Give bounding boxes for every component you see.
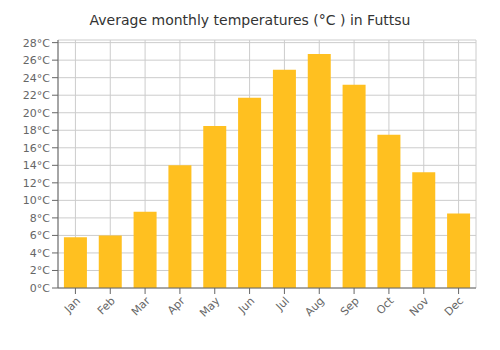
svg-text:Dec: Dec (442, 294, 466, 318)
svg-text:14°C: 14°C (23, 159, 50, 172)
svg-text:24°C: 24°C (23, 72, 50, 85)
svg-text:10°C: 10°C (23, 194, 50, 207)
svg-text:22°C: 22°C (23, 89, 50, 102)
svg-text:12°C: 12°C (23, 177, 50, 190)
svg-text:0°C: 0°C (30, 282, 50, 295)
svg-text:Aug: Aug (303, 294, 327, 318)
html-text:Average monthly temperatures (: Average monthly temperatures (°C ) in Fu… (89, 12, 411, 28)
svg-text:Mar: Mar (129, 294, 153, 318)
svg-text:Jun: Jun (235, 294, 257, 316)
svg-text:28°C: 28°C (23, 37, 50, 50)
svg-text:Sep: Sep (338, 294, 362, 318)
svg-text:May: May (197, 294, 223, 320)
svg-text:4°C: 4°C (30, 247, 50, 260)
svg-text:6°C: 6°C (30, 229, 50, 242)
svg-text:Apr: Apr (165, 294, 188, 317)
svg-text:8°C: 8°C (30, 212, 50, 225)
svg-text:Nov: Nov (407, 294, 432, 319)
svg-text:20°C: 20°C (23, 107, 50, 120)
svg-text:Oct: Oct (374, 294, 397, 317)
svg-text:Jan: Jan (61, 294, 83, 316)
svg-text:Jul: Jul (273, 294, 292, 313)
svg-text:2°C: 2°C (30, 264, 50, 277)
svg-text:18°C: 18°C (23, 124, 50, 137)
svg-text:Feb: Feb (95, 294, 118, 317)
svg-text:16°C: 16°C (23, 142, 50, 155)
svg-text:26°C: 26°C (23, 54, 50, 67)
